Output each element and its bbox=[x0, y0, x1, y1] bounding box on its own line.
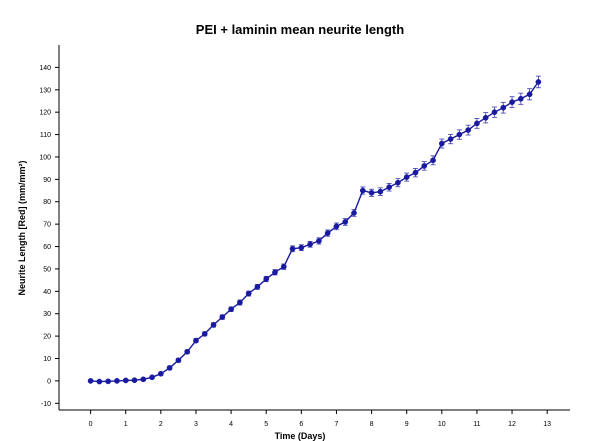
data-point bbox=[105, 378, 112, 385]
data-point bbox=[421, 163, 428, 169]
data-point bbox=[210, 322, 217, 328]
data-point bbox=[166, 365, 173, 371]
data-point bbox=[122, 377, 129, 384]
y-axis-label: Neurite Length [Red] (mm/mm²) bbox=[17, 160, 27, 295]
data-point bbox=[157, 370, 164, 377]
y-tick-label: 20 bbox=[43, 334, 51, 341]
data-point bbox=[149, 374, 155, 381]
y-tick-label: 100 bbox=[39, 154, 51, 161]
data-point bbox=[298, 244, 305, 251]
data-point bbox=[184, 348, 191, 355]
data-point bbox=[333, 223, 340, 230]
y-tick-label: -10 bbox=[41, 401, 51, 408]
x-tick-label: 3 bbox=[194, 421, 198, 428]
y-tick-label: 140 bbox=[39, 65, 51, 72]
x-tick-label: 1 bbox=[124, 421, 128, 428]
data-point bbox=[500, 104, 507, 111]
data-point bbox=[535, 79, 542, 85]
data-point bbox=[87, 378, 94, 384]
y-tick-label: 40 bbox=[43, 289, 51, 296]
data-point bbox=[456, 131, 463, 138]
data-point bbox=[403, 174, 410, 180]
data-point bbox=[272, 269, 278, 276]
data-point bbox=[316, 238, 322, 244]
data-point bbox=[465, 127, 472, 133]
x-tick-label: 9 bbox=[405, 421, 409, 428]
y-tick-label: 0 bbox=[47, 378, 51, 385]
x-tick-label: 10 bbox=[438, 421, 446, 428]
x-tick-label: 6 bbox=[299, 421, 303, 428]
data-point bbox=[280, 263, 287, 270]
data-point bbox=[219, 314, 226, 320]
data-point bbox=[509, 99, 515, 105]
y-tick-label: 120 bbox=[39, 110, 51, 117]
y-tick-label: 130 bbox=[39, 87, 51, 94]
y-tick-label: 110 bbox=[40, 132, 51, 139]
x-tick-label: 8 bbox=[370, 421, 374, 428]
data-point bbox=[526, 91, 533, 98]
x-tick-label: 2 bbox=[159, 421, 163, 428]
data-point bbox=[228, 306, 234, 313]
chart-title: PEI + laminin mean neurite length bbox=[196, 22, 404, 37]
data-point bbox=[342, 219, 349, 225]
data-point bbox=[307, 241, 313, 248]
data-point bbox=[412, 169, 419, 176]
data-point bbox=[254, 283, 261, 290]
x-tick-label: 13 bbox=[543, 421, 551, 428]
data-point bbox=[96, 378, 103, 385]
data-point bbox=[517, 95, 524, 102]
y-tick-label: 50 bbox=[43, 266, 51, 273]
x-tick-label: 7 bbox=[334, 421, 338, 428]
data-point bbox=[289, 245, 296, 252]
y-tick-label: 30 bbox=[43, 311, 51, 318]
data-point bbox=[377, 188, 384, 195]
series-line bbox=[90, 81, 539, 383]
data-point bbox=[482, 114, 489, 121]
data-point bbox=[201, 331, 208, 337]
data-point bbox=[395, 179, 401, 186]
x-tick-label: 0 bbox=[89, 421, 93, 428]
data-point bbox=[491, 109, 498, 116]
data-point bbox=[131, 377, 138, 384]
y-tick-label: 90 bbox=[43, 177, 51, 184]
data-point bbox=[193, 337, 199, 344]
data-point bbox=[245, 290, 252, 297]
data-point bbox=[263, 276, 270, 282]
x-axis-label: Time (Days) bbox=[275, 431, 326, 441]
data-point bbox=[114, 378, 120, 384]
y-tick-label: 10 bbox=[43, 356, 51, 363]
x-tick-label: 4 bbox=[229, 421, 233, 428]
data-point bbox=[140, 376, 147, 383]
data-point bbox=[438, 140, 445, 147]
y-tick-label: 70 bbox=[43, 222, 51, 229]
data-point bbox=[324, 230, 331, 236]
data-point bbox=[175, 357, 182, 364]
y-tick-label: 60 bbox=[43, 244, 51, 251]
data-point bbox=[237, 299, 243, 306]
data-point bbox=[447, 136, 454, 142]
data-point bbox=[430, 157, 436, 164]
x-tick-label: 11 bbox=[473, 421, 480, 428]
data-point bbox=[474, 120, 480, 127]
x-tick-label: 12 bbox=[508, 421, 516, 428]
x-tick-label: 5 bbox=[264, 421, 268, 428]
data-point bbox=[351, 210, 357, 216]
data-point bbox=[359, 187, 366, 194]
y-tick-label: 80 bbox=[43, 199, 51, 206]
data-point bbox=[368, 189, 375, 196]
data-point bbox=[386, 184, 392, 191]
